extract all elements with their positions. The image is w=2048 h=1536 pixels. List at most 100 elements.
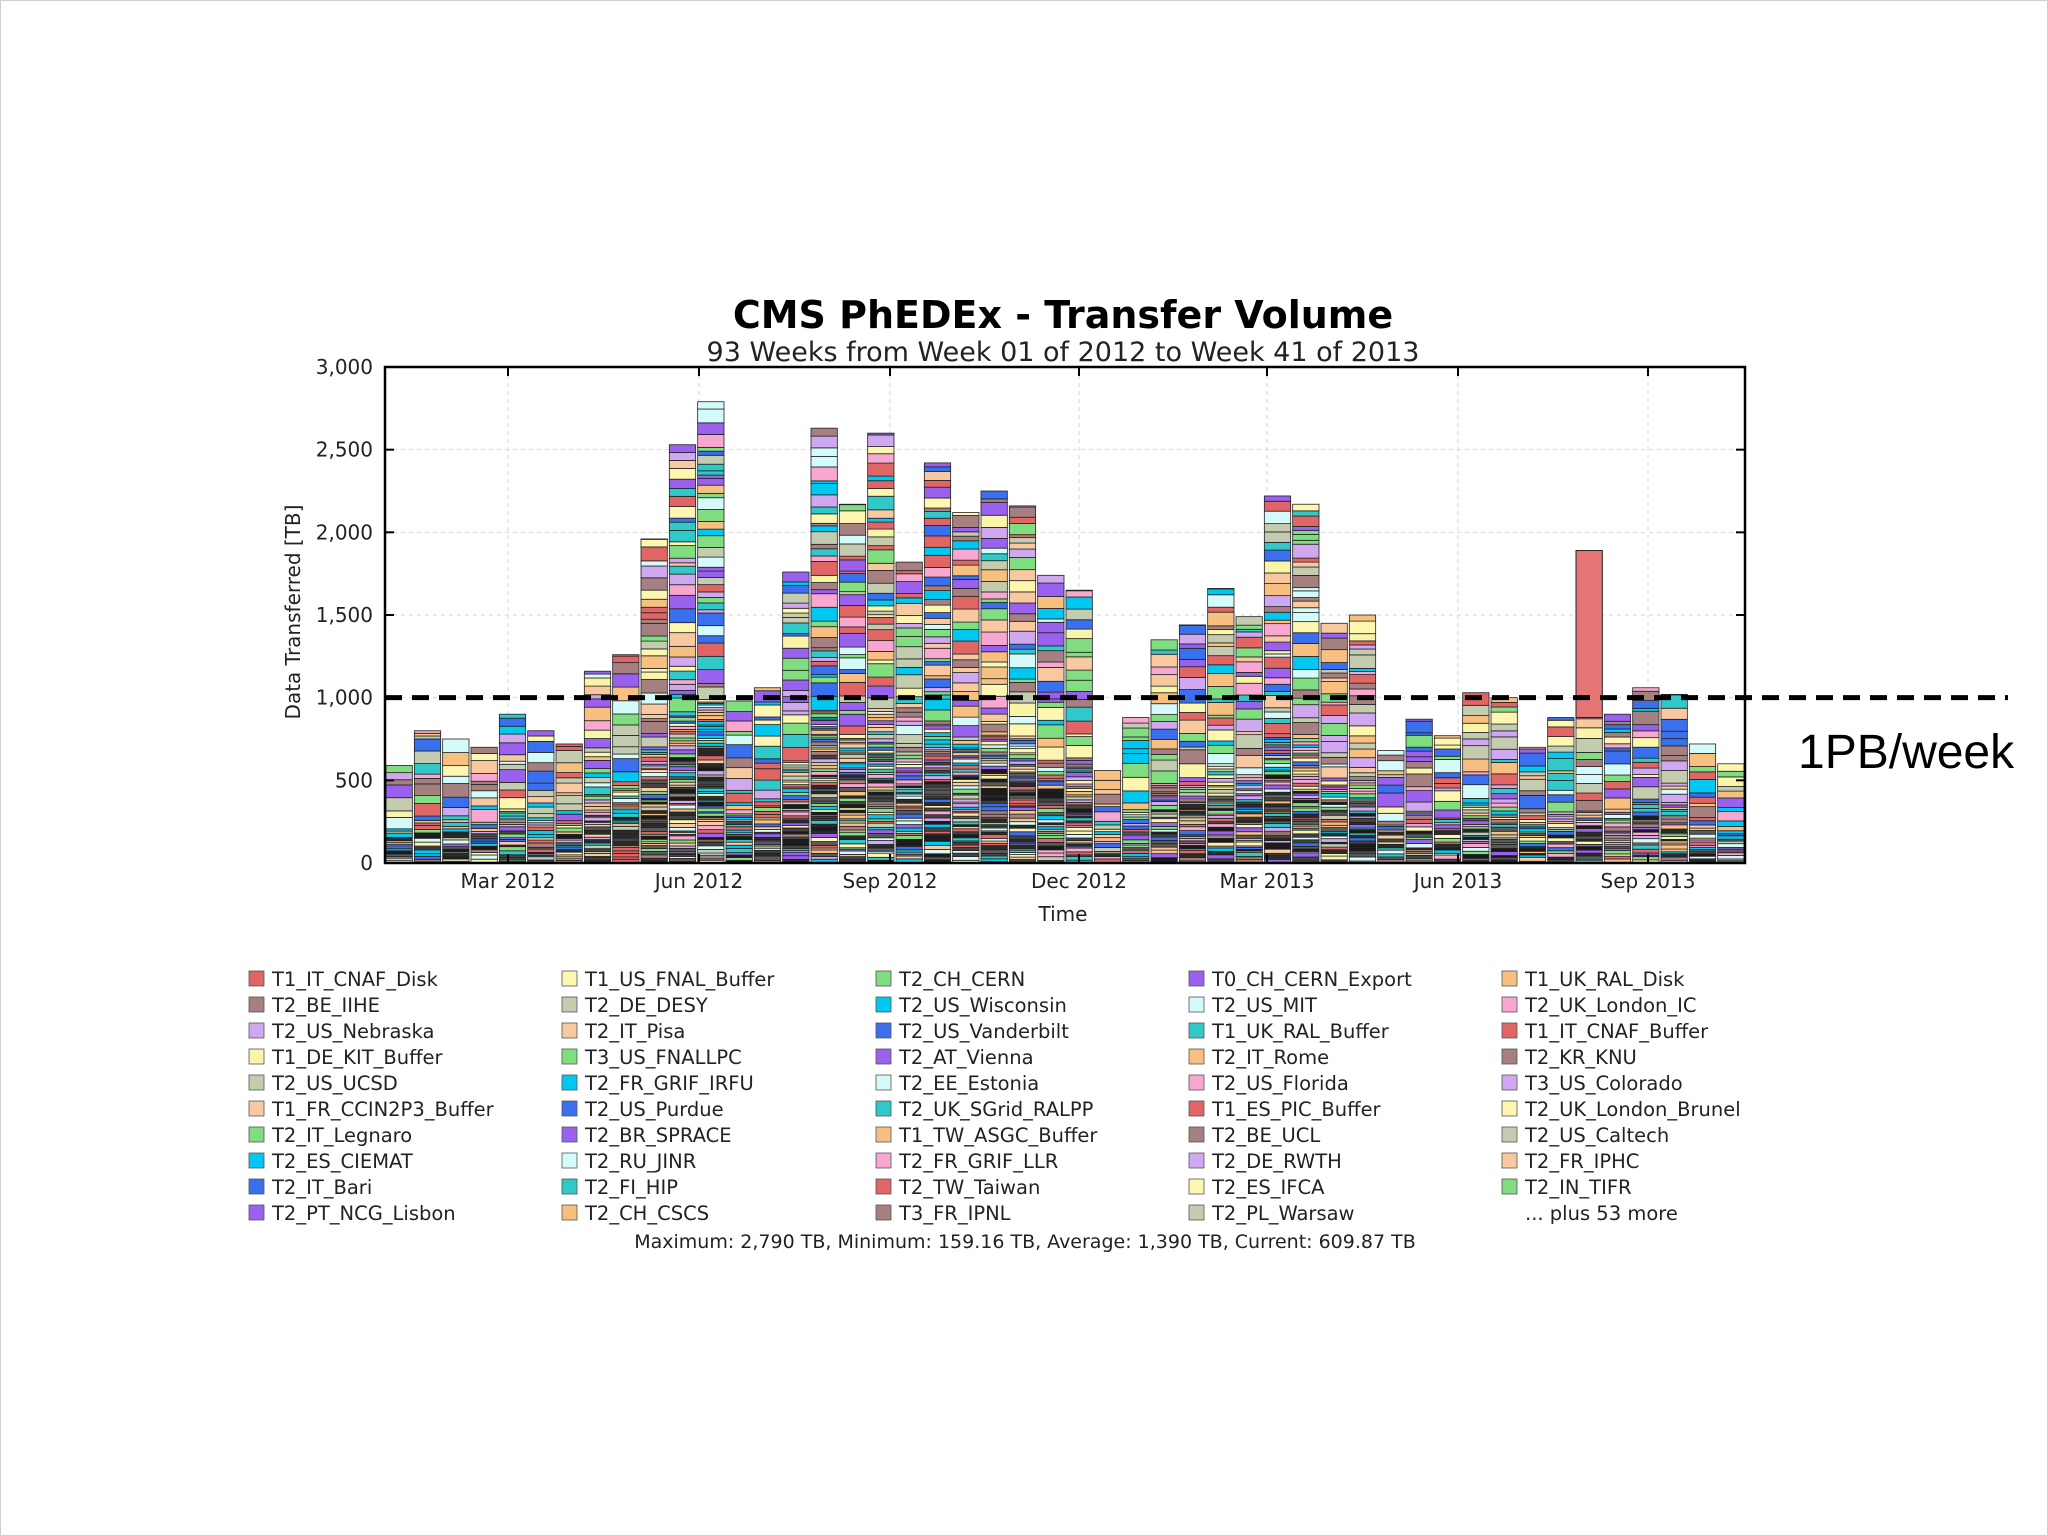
bar-segment (838, 801, 867, 805)
bar-segment (1688, 802, 1717, 808)
bar-segment (1178, 666, 1207, 678)
bar-segment (867, 807, 895, 813)
bar-segment (1433, 824, 1462, 830)
bar-segment (810, 447, 838, 457)
legend-swatch (561, 1074, 578, 1091)
bar-segment (1008, 630, 1037, 645)
bar-segment (1178, 659, 1207, 668)
bar-segment (498, 789, 527, 799)
bar-segment (668, 753, 697, 758)
bar-segment (1207, 606, 1235, 613)
bar-segment (1122, 727, 1150, 738)
bar-segment (668, 819, 697, 824)
bar-segment (1263, 572, 1292, 584)
bar-segment (782, 775, 810, 781)
bar-segment (697, 854, 725, 860)
bar-segment (1292, 566, 1320, 576)
bar-segment (1377, 770, 1405, 776)
bar-segment (1660, 770, 1688, 784)
bar-segment (1292, 782, 1320, 787)
bar-segment (555, 810, 583, 815)
bar-segment (810, 837, 838, 842)
bar-segment (697, 591, 725, 598)
bar-segment (980, 713, 1008, 722)
bar-segment (753, 840, 782, 846)
bar-segment (1292, 738, 1320, 743)
bar-segment (923, 769, 952, 774)
bar-segment (612, 735, 640, 748)
bar-segment (923, 814, 952, 819)
bar-segment (583, 706, 612, 722)
bar-segment (1037, 766, 1065, 772)
bar-segment (640, 772, 668, 778)
bar-segment (1603, 788, 1632, 799)
bar-segment (612, 833, 640, 839)
bar-segment (952, 653, 980, 661)
bar-segment (1008, 831, 1037, 837)
bar-segment (668, 779, 697, 783)
bar-segment (640, 779, 668, 784)
bar-segment (697, 401, 725, 410)
bar-segment (1150, 813, 1178, 818)
bar-segment (640, 815, 668, 820)
bar-segment (1292, 794, 1320, 799)
bar-segment (1178, 733, 1207, 742)
bar-segment (640, 618, 668, 624)
bar-segment (895, 751, 923, 756)
bar-segment (838, 814, 867, 820)
week-bar (1405, 718, 1433, 864)
week-bar (1037, 574, 1065, 864)
bar-segment (867, 738, 895, 743)
bar-segment (1292, 776, 1320, 780)
bar-segment (1518, 765, 1547, 773)
bar-segment (1292, 510, 1320, 517)
bar-segment (810, 543, 838, 550)
legend-swatch (1188, 1022, 1205, 1039)
bar-segment (810, 650, 838, 658)
bar-segment (1518, 748, 1547, 754)
bar-segment (1263, 806, 1292, 811)
bar-segment (640, 746, 668, 751)
bar-segment (385, 837, 413, 842)
bar-segment (923, 661, 952, 666)
legend-label: T0_CH_CERN_Export (1211, 968, 1412, 991)
bar-segment (923, 590, 952, 600)
bar-segment (1122, 762, 1150, 778)
bar-segment (1150, 738, 1178, 750)
bar-segment (1632, 831, 1660, 836)
bar-segment (385, 797, 413, 812)
bar-segment (1660, 745, 1688, 756)
bar-segment (1462, 722, 1490, 733)
legend-item: T2_IT_Bari (248, 1176, 372, 1199)
bar-segment (1462, 843, 1490, 848)
week-bar (640, 538, 668, 864)
bar-segment (980, 813, 1008, 818)
bar-segment (923, 743, 952, 748)
bar-segment (1405, 826, 1433, 832)
bar-segment (1603, 774, 1632, 782)
bar-segment (1660, 718, 1688, 732)
bar-segment (1462, 774, 1490, 786)
bar-segment (1320, 835, 1348, 840)
bar-segment (895, 845, 923, 851)
bar-segment (1575, 774, 1603, 784)
bar-segment (980, 569, 1008, 582)
bar-segment (1008, 523, 1037, 536)
bar-segment (640, 848, 668, 852)
bar-segment (1037, 661, 1065, 668)
bar-segment (1235, 647, 1263, 658)
bar-segment (1008, 569, 1037, 582)
legend-swatch (1188, 1152, 1205, 1169)
legend-swatch (1501, 1152, 1518, 1169)
bar-segment (952, 834, 980, 839)
bar-segment (838, 657, 867, 670)
bar-segment (640, 827, 668, 832)
bar-segment (413, 783, 442, 796)
bar-segment (1235, 795, 1263, 801)
bar-segment (1547, 801, 1575, 813)
bar-segment (782, 827, 810, 833)
bar-segment (1490, 806, 1518, 812)
bar-segment (668, 827, 697, 832)
bar-segment (725, 792, 753, 804)
bar-segment (1207, 805, 1235, 809)
